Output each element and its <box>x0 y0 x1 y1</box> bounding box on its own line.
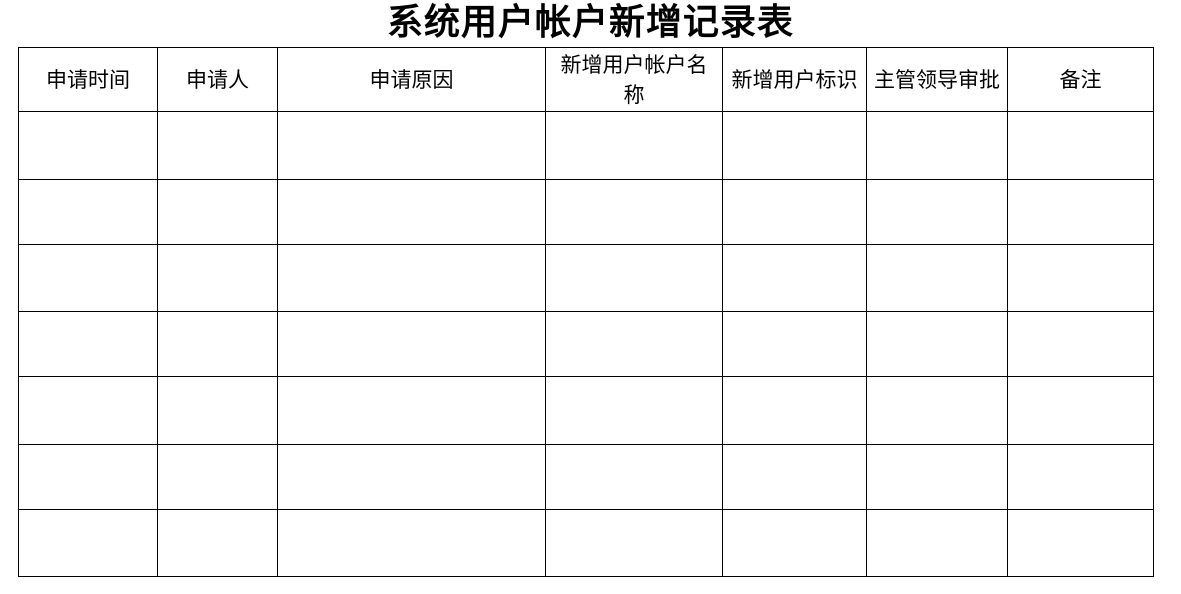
table-cell[interactable] <box>277 444 546 510</box>
table-cell[interactable] <box>545 376 723 445</box>
table-cell[interactable] <box>866 444 1008 510</box>
table-cell[interactable] <box>18 444 158 510</box>
table-cell[interactable] <box>1007 179 1154 245</box>
table-cell[interactable] <box>722 111 867 180</box>
table-cell[interactable] <box>277 376 546 445</box>
header-remarks: 备注 <box>1007 47 1154 112</box>
table-cell[interactable] <box>157 111 278 180</box>
table-cell[interactable] <box>157 179 278 245</box>
table-cell[interactable] <box>1007 311 1154 377</box>
table-cell[interactable] <box>722 376 867 445</box>
header-reason: 申请原因 <box>277 47 546 112</box>
table-cell[interactable] <box>866 311 1008 377</box>
table-cell[interactable] <box>157 509 278 577</box>
table-cell[interactable] <box>545 444 723 510</box>
table-cell[interactable] <box>866 111 1008 180</box>
table-cell[interactable] <box>277 179 546 245</box>
table-cell[interactable] <box>1007 376 1154 445</box>
header-row: 申请时间 申请人 申请原因 新增用户帐户名称 新增用户标识 主管领导审批 备注 <box>18 47 1154 112</box>
table-cell[interactable] <box>866 376 1008 445</box>
header-applicant: 申请人 <box>157 47 278 112</box>
table-cell[interactable] <box>1007 111 1154 180</box>
table-row <box>18 111 1154 180</box>
table-cell[interactable] <box>18 179 158 245</box>
table-cell[interactable] <box>157 376 278 445</box>
header-apply-time: 申请时间 <box>18 47 158 112</box>
table-cell[interactable] <box>722 244 867 312</box>
table-cell[interactable] <box>157 244 278 312</box>
table-row <box>18 444 1154 510</box>
table-cell[interactable] <box>18 111 158 180</box>
table-cell[interactable] <box>545 111 723 180</box>
table-cell[interactable] <box>722 179 867 245</box>
table-row <box>18 376 1154 445</box>
table-cell[interactable] <box>157 444 278 510</box>
table-cell[interactable] <box>157 311 278 377</box>
table-cell[interactable] <box>18 509 158 577</box>
table-row <box>18 244 1154 312</box>
table-cell[interactable] <box>1007 509 1154 577</box>
table-cell[interactable] <box>18 311 158 377</box>
table-row <box>18 311 1154 377</box>
header-account-name: 新增用户帐户名称 <box>545 47 723 112</box>
table-cell[interactable] <box>866 244 1008 312</box>
table-cell[interactable] <box>277 311 546 377</box>
table-cell[interactable] <box>277 244 546 312</box>
table-cell[interactable] <box>866 179 1008 245</box>
table-cell[interactable] <box>1007 444 1154 510</box>
table-cell[interactable] <box>18 244 158 312</box>
header-approval: 主管领导审批 <box>866 47 1008 112</box>
table-cell[interactable] <box>866 509 1008 577</box>
table-cell[interactable] <box>722 509 867 577</box>
table-cell[interactable] <box>545 244 723 312</box>
table-row <box>18 179 1154 245</box>
table-cell[interactable] <box>18 376 158 445</box>
header-user-id: 新增用户标识 <box>722 47 867 112</box>
table-cell[interactable] <box>722 444 867 510</box>
table-row <box>18 509 1154 577</box>
table-cell[interactable] <box>545 509 723 577</box>
table-cell[interactable] <box>545 179 723 245</box>
table-cell[interactable] <box>545 311 723 377</box>
table-cell[interactable] <box>277 111 546 180</box>
record-table: 申请时间 申请人 申请原因 新增用户帐户名称 新增用户标识 主管领导审批 备注 <box>18 47 1154 577</box>
table-cell[interactable] <box>277 509 546 577</box>
table-cell[interactable] <box>722 311 867 377</box>
table-cell[interactable] <box>1007 244 1154 312</box>
document-title: 系统用户帐户新增记录表 <box>386 1 794 43</box>
